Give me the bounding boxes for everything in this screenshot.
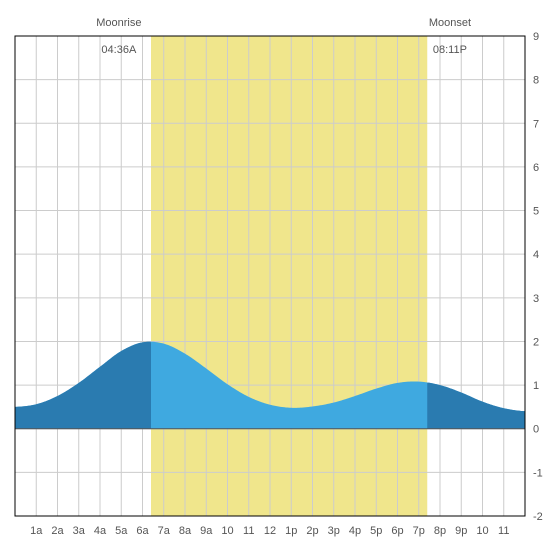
svg-text:5p: 5p xyxy=(370,525,382,537)
svg-text:5a: 5a xyxy=(115,525,128,537)
svg-text:6a: 6a xyxy=(136,525,149,537)
svg-text:2: 2 xyxy=(533,336,539,348)
svg-text:-1: -1 xyxy=(533,467,543,479)
svg-text:1p: 1p xyxy=(285,525,297,537)
svg-text:3: 3 xyxy=(533,293,539,305)
svg-text:11: 11 xyxy=(243,525,254,537)
moonset-title: Moonset xyxy=(429,17,471,29)
svg-text:11: 11 xyxy=(498,525,509,537)
svg-text:9a: 9a xyxy=(200,525,213,537)
svg-text:1a: 1a xyxy=(30,525,43,537)
moonset-label: Moonset 08:11P xyxy=(404,4,484,70)
svg-text:5: 5 xyxy=(533,206,539,218)
svg-text:2a: 2a xyxy=(51,525,64,537)
svg-text:0: 0 xyxy=(533,424,539,436)
moonrise-title: Moonrise xyxy=(96,17,141,29)
svg-text:7p: 7p xyxy=(413,525,425,537)
svg-text:4p: 4p xyxy=(349,525,361,537)
svg-text:2p: 2p xyxy=(306,525,318,537)
svg-text:4a: 4a xyxy=(94,525,107,537)
svg-text:3a: 3a xyxy=(73,525,86,537)
svg-text:12: 12 xyxy=(264,525,276,537)
svg-text:8: 8 xyxy=(533,75,539,87)
svg-text:8p: 8p xyxy=(434,525,446,537)
svg-text:6p: 6p xyxy=(391,525,403,537)
svg-text:7a: 7a xyxy=(158,525,171,537)
moonrise-label: Moonrise 04:36A xyxy=(73,4,153,70)
moonrise-time: 04:36A xyxy=(101,44,136,56)
svg-text:7: 7 xyxy=(533,118,539,130)
svg-text:9p: 9p xyxy=(455,525,467,537)
svg-text:-2: -2 xyxy=(533,511,543,523)
svg-text:10: 10 xyxy=(221,525,233,537)
svg-text:6: 6 xyxy=(533,162,539,174)
svg-text:8a: 8a xyxy=(179,525,192,537)
moonset-time: 08:11P xyxy=(433,44,467,56)
svg-text:1: 1 xyxy=(533,380,539,392)
tide-chart: -2-101234567891a2a3a4a5a6a7a8a9a1011121p… xyxy=(0,0,550,550)
svg-text:4: 4 xyxy=(533,249,539,261)
svg-text:10: 10 xyxy=(476,525,488,537)
svg-text:9: 9 xyxy=(533,31,539,43)
svg-text:3p: 3p xyxy=(328,525,340,537)
chart-svg: -2-101234567891a2a3a4a5a6a7a8a9a1011121p… xyxy=(0,0,550,550)
